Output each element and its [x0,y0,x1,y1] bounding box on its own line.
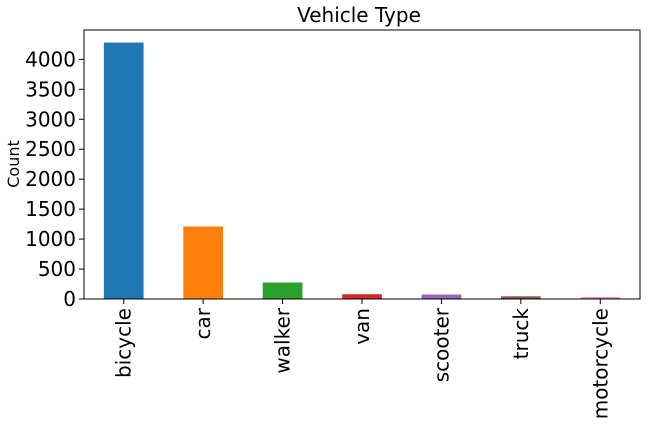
y-tick-label: 2000 [25,167,76,191]
x-tick-label: van [350,308,374,345]
y-tick-label: 2500 [25,137,76,161]
bar-van [342,294,382,299]
y-tick-label: 1500 [25,197,76,221]
y-tick-label: 500 [38,257,76,281]
x-tick-label: scooter [429,307,453,382]
bar-scooter [421,294,462,299]
y-tick-label: 1000 [25,227,76,251]
x-tick-label: truck [509,308,533,360]
x-tick-label: car [191,307,215,339]
x-tick-label: motorcycle [588,308,612,419]
plot-frame [83,29,641,300]
chart-title: Vehicle Type [297,3,421,27]
bars-group [103,42,621,299]
bar-car [183,226,223,299]
bar-bicycle [103,42,144,299]
bar-walker [262,282,303,299]
y-tick-label: 3500 [25,77,76,101]
x-tick-label: walker [271,307,295,373]
y-tick-label: 0 [63,287,76,311]
bar-truck [501,296,541,299]
y-tick-label: 3000 [25,107,76,131]
x-axis-ticks: bicycle car walker van scooter truck motorcycl… [112,299,612,419]
y-tick-label: 4000 [25,47,76,71]
y-axis-ticks: 0 500 1000 1500 2000 2500 3000 3500 4000 [25,47,84,311]
x-tick-label: bicycle [112,308,136,378]
y-axis-label: Count [4,140,23,188]
bar-motorcycle [580,297,621,299]
